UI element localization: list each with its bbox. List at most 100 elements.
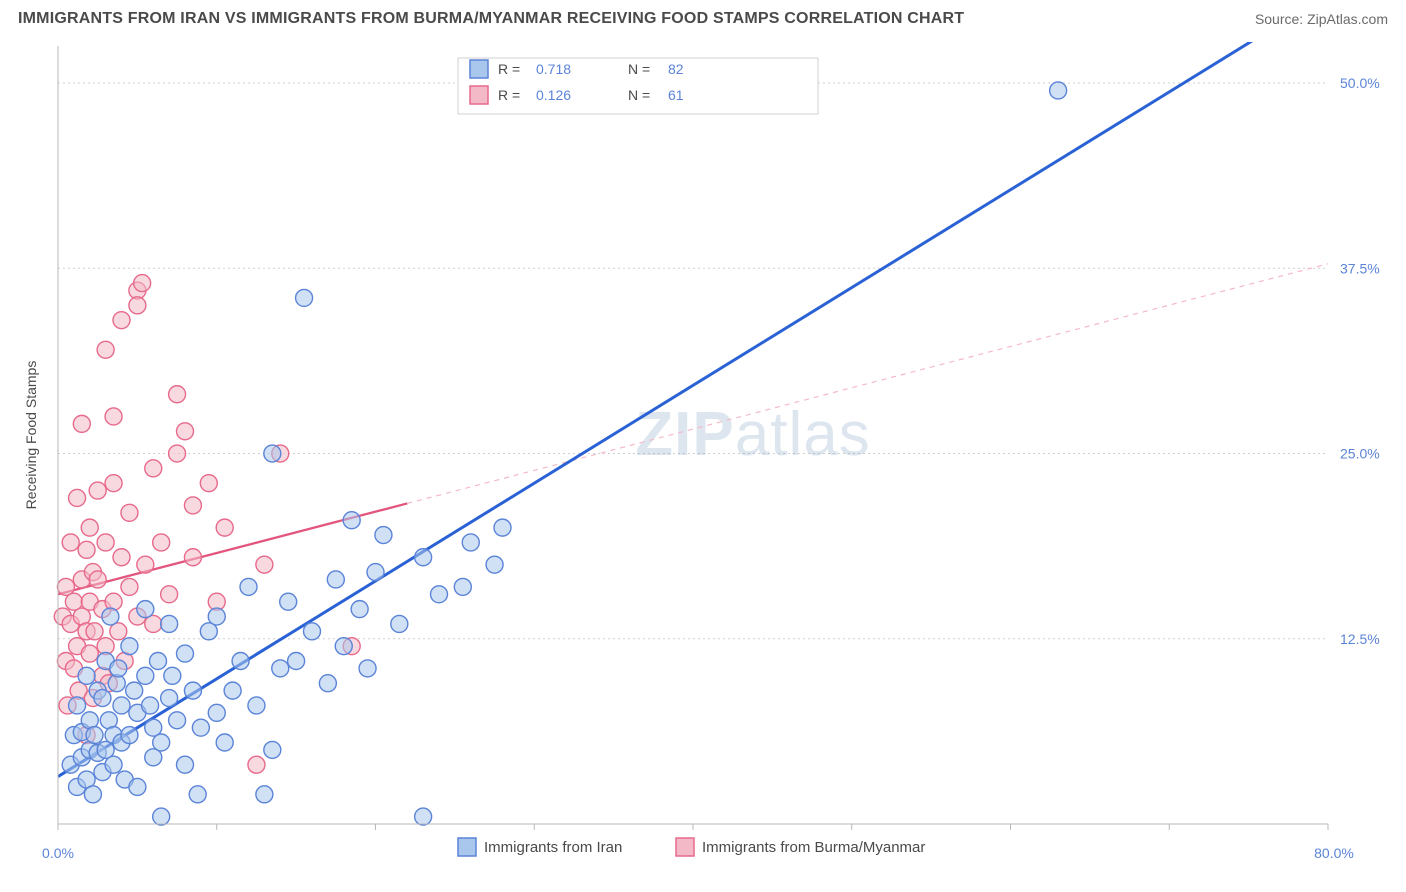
scatter-point — [248, 697, 265, 714]
scatter-point — [264, 445, 281, 462]
scatter-point — [248, 756, 265, 773]
legend-n-value: 82 — [668, 61, 684, 77]
title-bar: IMMIGRANTS FROM IRAN VS IMMIGRANTS FROM … — [0, 0, 1406, 32]
scatter-point — [161, 615, 178, 632]
scatter-point — [153, 734, 170, 751]
scatter-point — [169, 386, 186, 403]
scatter-point — [69, 697, 86, 714]
scatter-point — [216, 734, 233, 751]
scatter-point — [200, 475, 217, 492]
scatter-point — [102, 608, 119, 625]
scatter-point — [359, 660, 376, 677]
scatter-point — [161, 586, 178, 603]
scatter-point — [367, 564, 384, 581]
source-label: Source: ZipAtlas.com — [1255, 11, 1388, 27]
scatter-point — [177, 756, 194, 773]
scatter-point — [134, 275, 151, 292]
scatter-point — [319, 675, 336, 692]
scatter-point — [391, 615, 408, 632]
scatter-point — [224, 682, 241, 699]
legend-series-label: Immigrants from Iran — [484, 839, 622, 856]
scatter-point — [137, 556, 154, 573]
scatter-point — [142, 697, 159, 714]
scatter-point — [177, 423, 194, 440]
scatter-point — [431, 586, 448, 603]
scatter-point — [97, 341, 114, 358]
scatter-point — [256, 556, 273, 573]
chart-title: IMMIGRANTS FROM IRAN VS IMMIGRANTS FROM … — [18, 10, 964, 28]
legend-swatch — [676, 838, 694, 856]
scatter-point — [105, 475, 122, 492]
scatter-point — [153, 534, 170, 551]
scatter-point — [335, 638, 352, 655]
scatter-point — [153, 808, 170, 825]
scatter-point — [184, 682, 201, 699]
scatter-point — [126, 682, 143, 699]
scatter-point — [121, 504, 138, 521]
scatter-point — [169, 445, 186, 462]
scatter-point — [78, 667, 95, 684]
legend-swatch — [458, 838, 476, 856]
scatter-point — [415, 808, 432, 825]
scatter-point — [494, 519, 511, 536]
scatter-point — [164, 667, 181, 684]
x-tick-label: 80.0% — [1314, 845, 1354, 861]
legend-n-label: N = — [628, 87, 650, 103]
scatter-point — [81, 519, 98, 536]
scatter-point — [62, 534, 79, 551]
x-tick-label: 0.0% — [42, 845, 74, 861]
scatter-point — [89, 571, 106, 588]
scatter-point — [184, 549, 201, 566]
scatter-point — [78, 541, 95, 558]
scatter-point — [1050, 82, 1067, 99]
legend-r-label: R = — [498, 61, 520, 77]
scatter-point — [272, 660, 289, 677]
legend-n-label: N = — [628, 61, 650, 77]
scatter-point — [105, 408, 122, 425]
scatter-point — [169, 712, 186, 729]
y-axis-title: Receiving Food Stamps — [23, 361, 39, 510]
legend-swatch — [470, 60, 488, 78]
legend-r-value: 0.126 — [536, 87, 571, 103]
scatter-point — [89, 482, 106, 499]
legend-swatch — [470, 86, 488, 104]
scatter-point — [110, 660, 127, 677]
y-tick-label: 12.5% — [1340, 631, 1380, 647]
scatter-point — [351, 601, 368, 618]
scatter-point — [192, 719, 209, 736]
scatter-point — [113, 697, 130, 714]
scatter-point — [304, 623, 321, 640]
scatter-point — [145, 460, 162, 477]
scatter-point — [129, 778, 146, 795]
scatter-point — [86, 623, 103, 640]
scatter-point — [189, 786, 206, 803]
legend-series-label: Immigrants from Burma/Myanmar — [702, 839, 925, 856]
scatter-point — [296, 289, 313, 306]
scatter-point — [184, 497, 201, 514]
scatter-point — [86, 727, 103, 744]
scatter-point — [486, 556, 503, 573]
y-tick-label: 25.0% — [1340, 446, 1380, 462]
scatter-point — [462, 534, 479, 551]
y-tick-label: 37.5% — [1340, 260, 1380, 276]
scatter-point — [97, 534, 114, 551]
scatter-point — [232, 652, 249, 669]
scatter-point — [113, 549, 130, 566]
scatter-point — [375, 527, 392, 544]
scatter-point — [161, 690, 178, 707]
scatter-point — [113, 312, 130, 329]
scatter-point — [256, 786, 273, 803]
scatter-point — [343, 512, 360, 529]
scatter-point — [288, 652, 305, 669]
y-tick-label: 50.0% — [1340, 75, 1380, 91]
scatter-point — [105, 593, 122, 610]
scatter-point — [454, 578, 471, 595]
scatter-point — [216, 519, 233, 536]
scatter-point — [208, 704, 225, 721]
scatter-point — [327, 571, 344, 588]
scatter-point — [137, 667, 154, 684]
scatter-point — [240, 578, 257, 595]
scatter-point — [73, 415, 90, 432]
scatter-point — [150, 652, 167, 669]
scatter-point — [280, 593, 297, 610]
